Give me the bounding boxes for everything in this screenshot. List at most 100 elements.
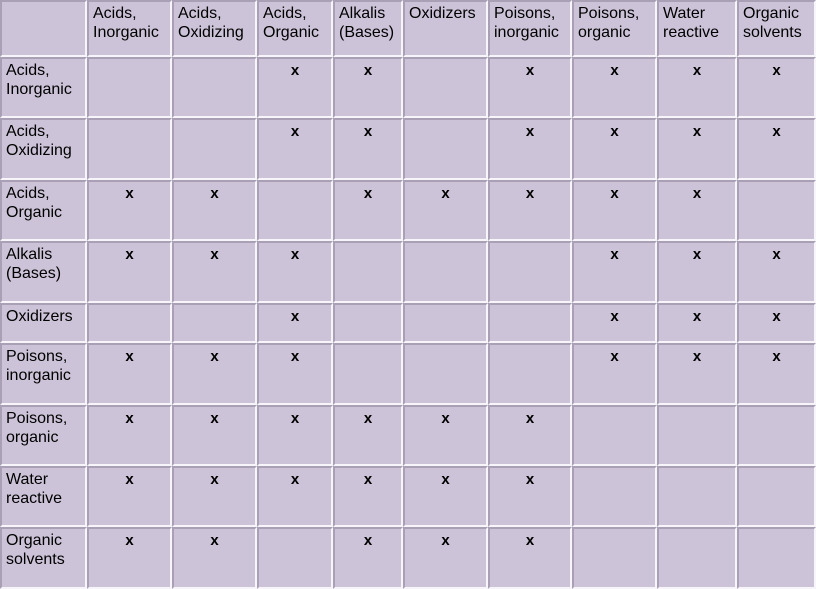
table-row: Oxidizers x x x x — [0, 302, 816, 344]
matrix-cell-incompatible: x — [172, 179, 257, 242]
matrix-cell-incompatible: x — [333, 57, 403, 119]
matrix-cell-incompatible: x — [572, 343, 657, 405]
matrix-cell-empty — [333, 241, 403, 303]
matrix-cell-incompatible: x — [737, 241, 816, 303]
matrix-cell-empty — [737, 466, 816, 528]
matrix-cell-incompatible: x — [657, 302, 737, 344]
matrix-cell-incompatible: x — [257, 118, 333, 180]
matrix-cell-empty — [403, 343, 488, 405]
matrix-cell-incompatible: x — [657, 241, 737, 303]
matrix-cell-incompatible: x — [172, 404, 257, 467]
column-header: Alkalis (Bases) — [333, 0, 403, 57]
matrix-cell-empty — [657, 527, 737, 589]
matrix-cell-incompatible: x — [257, 343, 333, 405]
matrix-cell-empty — [737, 527, 816, 589]
table-row: Poisons, inorganic x x x x x x — [0, 343, 816, 405]
matrix-cell-empty — [333, 302, 403, 344]
row-header: Acids, Organic — [0, 179, 87, 242]
column-header: Acids, Organic — [257, 0, 333, 57]
row-header: Poisons, organic — [0, 404, 87, 467]
matrix-cell-incompatible: x — [257, 404, 333, 467]
matrix-cell-empty — [87, 57, 172, 119]
matrix-cell-incompatible: x — [87, 527, 172, 589]
matrix-cell-empty — [333, 343, 403, 405]
matrix-cell-incompatible: x — [257, 241, 333, 303]
matrix-cell-incompatible: x — [87, 179, 172, 242]
matrix-cell-incompatible: x — [572, 57, 657, 119]
matrix-body: Acids, Inorganic x x x x x x Acids, Oxidizing x x… — [0, 57, 816, 589]
column-header: Poisons, inorganic — [488, 0, 572, 57]
matrix-cell-empty — [657, 404, 737, 467]
matrix-cell-incompatible: x — [657, 179, 737, 242]
matrix-cell-empty — [572, 527, 657, 589]
matrix-cell-incompatible: x — [488, 527, 572, 589]
table-row: Acids, Inorganic x x x x x x — [0, 57, 816, 119]
matrix-cell-incompatible: x — [488, 404, 572, 467]
matrix-cell-incompatible: x — [257, 302, 333, 344]
table-row: Water reactive x x x x x x — [0, 466, 816, 528]
matrix-cell-incompatible: x — [333, 179, 403, 242]
matrix-cell-incompatible: x — [87, 241, 172, 303]
matrix-cell-empty — [403, 118, 488, 180]
matrix-cell-incompatible: x — [657, 343, 737, 405]
matrix-cell-incompatible: x — [257, 466, 333, 528]
matrix-cell-incompatible: x — [737, 343, 816, 405]
table-row: Acids, Organic x x x x x x x — [0, 179, 816, 242]
column-header: Acids, Oxidizing — [172, 0, 257, 57]
table-row: Acids, Oxidizing x x x x x x — [0, 118, 816, 180]
matrix-cell-empty — [172, 57, 257, 119]
row-header: Water reactive — [0, 466, 87, 528]
column-header: Water reactive — [657, 0, 737, 57]
matrix-cell-incompatible: x — [403, 404, 488, 467]
matrix-cell-incompatible: x — [172, 241, 257, 303]
matrix-cell-empty — [172, 118, 257, 180]
matrix-cell-empty — [488, 302, 572, 344]
matrix-cell-incompatible: x — [333, 404, 403, 467]
matrix-cell-empty — [257, 179, 333, 242]
table-row: Organic solvents x x x x x — [0, 527, 816, 589]
matrix-cell-incompatible: x — [403, 179, 488, 242]
matrix-cell-incompatible: x — [257, 57, 333, 119]
column-header: Acids, Inorganic — [87, 0, 172, 57]
column-header: Poisons, organic — [572, 0, 657, 57]
matrix-cell-empty — [257, 527, 333, 589]
matrix-cell-incompatible: x — [87, 343, 172, 405]
matrix-cell-incompatible: x — [403, 527, 488, 589]
table-row: Poisons, organic x x x x x x — [0, 404, 816, 467]
matrix-cell-incompatible: x — [572, 241, 657, 303]
matrix-cell-incompatible: x — [172, 466, 257, 528]
matrix-cell-incompatible: x — [87, 466, 172, 528]
row-header: Acids, Oxidizing — [0, 118, 87, 180]
matrix-cell-incompatible: x — [737, 57, 816, 119]
matrix-cell-empty — [737, 179, 816, 242]
table-row: Alkalis (Bases) x x x x x x — [0, 241, 816, 303]
matrix-cell-empty — [403, 302, 488, 344]
matrix-cell-incompatible: x — [488, 118, 572, 180]
row-header: Oxidizers — [0, 302, 87, 344]
matrix-cell-incompatible: x — [572, 118, 657, 180]
matrix-cell-empty — [488, 241, 572, 303]
matrix-cell-incompatible: x — [488, 466, 572, 528]
matrix-cell-incompatible: x — [572, 179, 657, 242]
matrix-cell-empty — [657, 466, 737, 528]
matrix-cell-incompatible: x — [403, 466, 488, 528]
matrix-cell-incompatible: x — [172, 343, 257, 405]
column-header: Oxidizers — [403, 0, 488, 57]
matrix-cell-incompatible: x — [333, 466, 403, 528]
row-header: Poisons, inorganic — [0, 343, 87, 405]
column-header: Organic solvents — [737, 0, 816, 57]
matrix-cell-incompatible: x — [737, 302, 816, 344]
header-row: Acids, Inorganic Acids, Oxidizing Acids, O… — [0, 0, 816, 57]
matrix-cell-empty — [572, 466, 657, 528]
row-header: Alkalis (Bases) — [0, 241, 87, 303]
matrix-cell-incompatible: x — [572, 302, 657, 344]
matrix-cell-incompatible: x — [333, 527, 403, 589]
matrix-cell-incompatible: x — [657, 118, 737, 180]
matrix-cell-incompatible: x — [333, 118, 403, 180]
matrix-cell-incompatible: x — [737, 118, 816, 180]
row-header: Organic solvents — [0, 527, 87, 589]
row-header: Acids, Inorganic — [0, 57, 87, 119]
matrix-cell-incompatible: x — [172, 527, 257, 589]
matrix-cell-empty — [572, 404, 657, 467]
